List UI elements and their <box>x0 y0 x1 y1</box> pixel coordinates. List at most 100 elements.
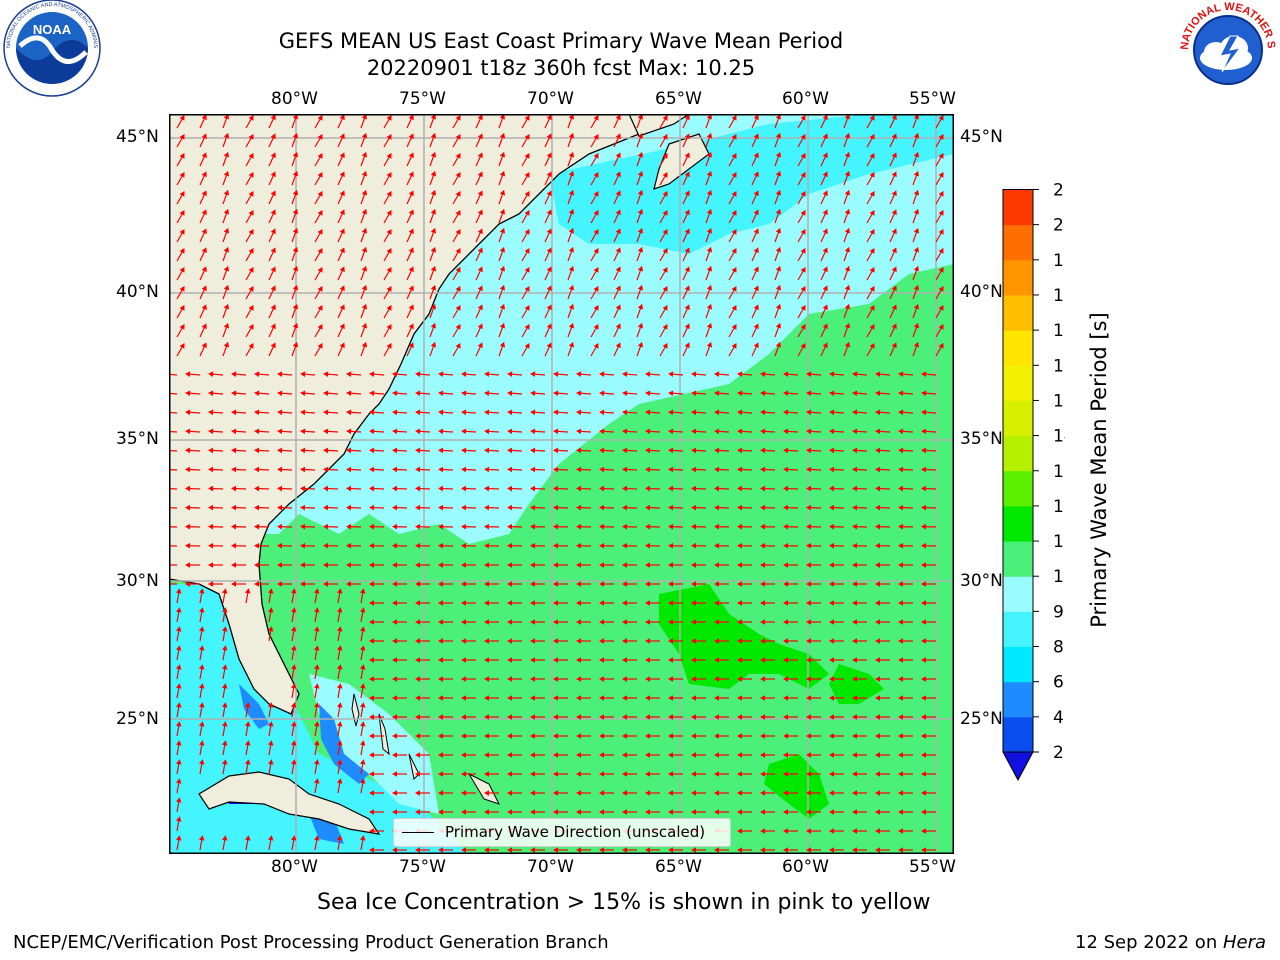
wave-arrow-head <box>576 466 582 473</box>
wave-arrow-head <box>898 657 903 663</box>
wave-arrow-head <box>499 322 506 329</box>
nova-scotia <box>628 114 691 137</box>
wave-arrow-head <box>438 390 444 397</box>
wave-arrow-head <box>822 209 828 216</box>
wave-arrow-head <box>201 152 207 159</box>
wave-arrow-head <box>530 447 536 454</box>
wave-arrow-head <box>645 619 650 625</box>
wave-arrow-head <box>323 409 329 416</box>
wave-arrow-head <box>684 285 690 292</box>
wave-arrow-head <box>645 714 650 720</box>
wave-arrow-head <box>852 752 857 758</box>
wave-arrow-head <box>524 115 530 121</box>
bahamas <box>351 693 360 727</box>
wave-arrow-head <box>668 714 673 720</box>
wave-arrow-head <box>822 152 828 159</box>
lon-label-bottom: 60°W <box>782 857 829 877</box>
wave-arrow-head <box>248 134 254 140</box>
wave-arrow-head <box>553 733 558 739</box>
wave-arrow-head <box>875 581 880 587</box>
footer-date: 12 Sep 2022 on <box>1075 932 1223 953</box>
wave-arrow-head <box>208 581 213 587</box>
wave-arrow-head <box>852 714 857 720</box>
wave-arrow-head <box>438 542 444 549</box>
wave-arrow-head <box>221 664 228 670</box>
wave-arrow-head <box>645 733 650 739</box>
wave-arrow-head <box>461 409 467 416</box>
wave-arrow-head <box>369 542 375 549</box>
wave-arrow-head <box>568 151 575 158</box>
wave-arrow-head <box>254 466 260 473</box>
wave-arrow-head <box>938 286 944 292</box>
wave-arrow-head <box>622 371 628 377</box>
wave-arrow-head <box>852 542 858 549</box>
wave-arrow-head <box>668 409 674 416</box>
wave-arrow-head <box>198 664 205 670</box>
wave-arrow-head <box>921 409 927 416</box>
wave-arrow-head <box>593 153 599 159</box>
wave-arrow-head <box>753 247 759 254</box>
wave-arrow-head <box>359 626 366 632</box>
wave-arrow-head <box>898 714 903 720</box>
wave-arrow-head <box>346 390 352 397</box>
wave-arrow-head <box>415 542 421 549</box>
wave-arrow-head <box>938 153 944 159</box>
wave-arrow-head <box>691 581 696 587</box>
wave-arrow-head <box>313 721 320 727</box>
wave-arrow-head <box>369 562 374 568</box>
wave-arrow-head <box>622 638 627 644</box>
wave-arrow-head <box>829 657 834 663</box>
wave-arrow-head <box>668 428 674 435</box>
lon-label-top: 60°W <box>782 89 829 109</box>
wave-arrow-head <box>392 695 397 701</box>
wave-arrow-head <box>662 153 668 159</box>
wave-arrow-head <box>438 847 443 853</box>
wave-arrow-head <box>691 771 696 777</box>
lon-label-top: 65°W <box>655 89 702 109</box>
wave-arrow-head <box>753 152 759 159</box>
wave-arrow-head <box>891 247 897 254</box>
lon-label-top: 55°W <box>909 89 956 109</box>
wave-arrow-head <box>760 752 765 758</box>
wave-arrow-head <box>346 409 352 416</box>
wave-arrow-head <box>852 371 858 377</box>
wave-arrow-head <box>415 447 421 454</box>
wave-arrow-head <box>800 305 806 311</box>
wave-arrow-head <box>484 542 490 549</box>
wave-arrow-head <box>198 588 205 594</box>
map-legend: Primary Wave Direction (unscaled) <box>393 818 731 847</box>
title-line-1: GEFS MEAN US East Coast Primary Wave Mea… <box>278 29 844 53</box>
wave-arrow-head <box>292 227 299 234</box>
wave-arrow-head <box>244 835 251 841</box>
wave-arrow-head <box>753 209 759 216</box>
wave-arrow-head <box>254 523 260 530</box>
wave-arrow-head <box>898 752 903 758</box>
colorbar-segment <box>1003 716 1033 753</box>
wave-arrow-head <box>270 171 276 178</box>
wave-arrow-head <box>844 189 851 196</box>
wave-arrow-head <box>179 115 185 121</box>
wave-arrow-head <box>546 171 552 178</box>
wave-arrow-head <box>898 847 903 853</box>
wave-arrow-head <box>317 343 323 349</box>
wave-arrow-head <box>323 447 329 454</box>
wave-arrow-head <box>783 562 788 568</box>
wave-arrow-head <box>668 371 674 377</box>
wave-arrow-head <box>622 771 627 777</box>
wave-arrow-head <box>622 466 628 473</box>
wave-arrow-head <box>484 428 490 435</box>
wave-arrow-head <box>438 371 444 377</box>
wave-arrow-head <box>208 428 214 435</box>
wave-arrow-head <box>392 466 398 473</box>
wave-arrow-head <box>339 114 345 121</box>
wave-arrow-head <box>760 790 765 796</box>
wave-arrow-head <box>615 342 621 349</box>
wave-arrow-head <box>507 390 513 397</box>
wave-arrow-head <box>231 581 236 587</box>
wave-arrow-head <box>852 733 857 739</box>
wave-arrow-head <box>576 790 581 796</box>
wave-arrow-head <box>645 485 651 492</box>
wave-arrow-head <box>392 562 397 568</box>
wave-arrow-head <box>231 466 237 473</box>
wave-arrow-head <box>244 588 251 594</box>
